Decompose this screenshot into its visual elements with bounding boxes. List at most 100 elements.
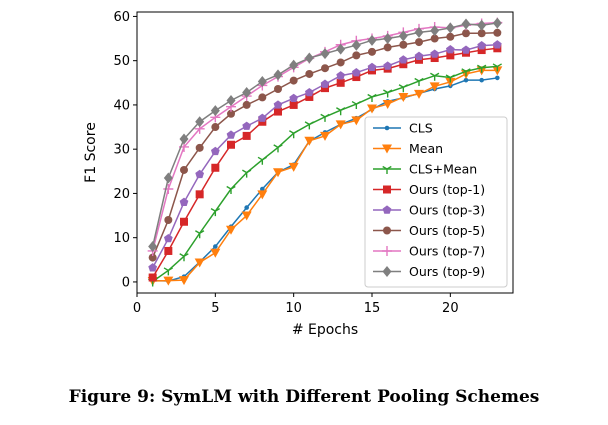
- data-point: [415, 38, 423, 47]
- data-point: [148, 241, 158, 253]
- data-point: [367, 93, 377, 102]
- legend: CLS Mean CLS+Mean Ours (top-1) Ours (top-3) O…: [364, 116, 508, 288]
- data-point: [367, 104, 377, 114]
- axis-ticks: 0 5 10 15 20 0 10 20 30 40 50 60: [113, 10, 458, 316]
- x-tick-label: 0: [133, 301, 141, 316]
- data-point: [257, 113, 267, 122]
- data-point: [179, 276, 189, 286]
- data-point: [383, 89, 393, 98]
- data-point: [226, 95, 236, 107]
- legend-marker: [383, 226, 391, 235]
- data-point: [445, 45, 455, 54]
- data-point: [258, 93, 267, 102]
- data-point: [336, 71, 346, 80]
- data-point: [163, 172, 173, 184]
- data-point: [305, 69, 314, 78]
- data-point: [213, 244, 218, 249]
- series-ours-top-3: [148, 40, 502, 272]
- data-point: [430, 54, 439, 63]
- data-point: [273, 144, 283, 153]
- legend-marker: [382, 246, 392, 256]
- y-tick-label: 20: [113, 187, 130, 202]
- x-tick-label: 5: [211, 301, 219, 316]
- data-point: [446, 32, 455, 41]
- data-point: [211, 123, 220, 132]
- data-point: [477, 29, 486, 38]
- data-point: [210, 146, 220, 156]
- data-point: [289, 76, 298, 85]
- data-point: [289, 100, 298, 109]
- series-ours-top-9: [148, 17, 502, 253]
- y-tick-label: 60: [113, 10, 130, 25]
- data-point: [493, 28, 502, 37]
- y-tick-label: 10: [113, 231, 130, 246]
- data-point: [335, 120, 346, 130]
- series-cls-mean: [148, 63, 502, 287]
- series-ours-top-5: [148, 28, 502, 262]
- data-point: [351, 116, 362, 126]
- data-point: [462, 29, 470, 38]
- legend-marker: [382, 144, 392, 154]
- data-point: [351, 68, 361, 77]
- x-axis-label: # Epochs: [292, 322, 358, 338]
- plot-area-frame: [136, 11, 514, 294]
- data-point: [195, 190, 204, 199]
- data-point: [398, 84, 408, 93]
- data-point: [273, 69, 283, 81]
- data-point: [273, 168, 283, 178]
- data-point: [430, 49, 440, 58]
- data-point: [479, 77, 484, 83]
- data-point: [320, 48, 330, 60]
- data-point: [495, 75, 500, 81]
- data-point: [461, 45, 471, 54]
- y-tick-label: 0: [122, 275, 130, 290]
- data-point: [148, 253, 157, 262]
- data-point: [321, 64, 329, 73]
- data-point: [477, 46, 486, 55]
- data-point: [164, 246, 173, 255]
- series-layer: [147, 17, 503, 287]
- data-point: [492, 17, 502, 29]
- data-point: [383, 43, 392, 52]
- legend-entry: Ours (top-7): [373, 244, 485, 259]
- data-point: [289, 59, 299, 71]
- data-point: [351, 39, 361, 51]
- data-point: [210, 248, 221, 258]
- figure-caption: Figure 9: SymLM with Different Pooling S…: [68, 387, 540, 407]
- legend-label: CLS: [409, 121, 433, 136]
- data-point: [320, 113, 330, 122]
- data-point: [321, 84, 329, 93]
- data-point: [304, 87, 314, 97]
- x-tick-label: 20: [442, 301, 459, 316]
- data-point: [289, 93, 299, 103]
- legend-label: Ours (top-5): [409, 223, 485, 238]
- data-point: [446, 51, 455, 60]
- data-point: [336, 107, 346, 116]
- data-point: [274, 107, 282, 116]
- data-point: [398, 92, 409, 102]
- data-point: [257, 156, 267, 165]
- data-point: [288, 162, 299, 172]
- legend-entry: Ours (top-5): [373, 223, 485, 238]
- data-point: [414, 26, 424, 38]
- data-point: [430, 34, 439, 43]
- data-point: [336, 78, 345, 87]
- data-point: [227, 109, 235, 118]
- legend-marker: [382, 266, 392, 277]
- legend-entry: Ours (top-1): [373, 182, 485, 197]
- data-point: [242, 121, 252, 130]
- data-point: [163, 233, 173, 243]
- data-point: [398, 55, 408, 64]
- x-tick-label: 10: [285, 301, 302, 316]
- data-point: [414, 77, 424, 87]
- data-point: [320, 131, 330, 141]
- legend-label: CLS+Mean: [409, 162, 477, 177]
- legend-marker: [383, 185, 391, 194]
- legend-label: Ours (top-3): [409, 203, 485, 218]
- data-point: [163, 276, 174, 286]
- data-point: [445, 74, 455, 83]
- data-point: [211, 163, 220, 172]
- data-point: [244, 205, 249, 210]
- data-point: [180, 165, 188, 174]
- data-point: [179, 253, 189, 262]
